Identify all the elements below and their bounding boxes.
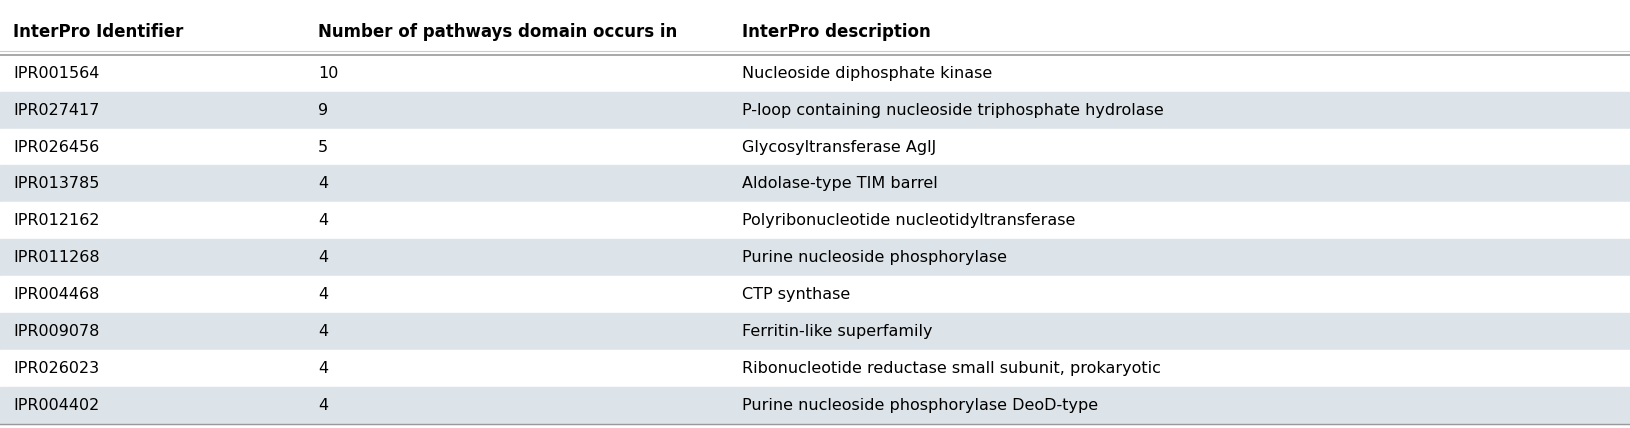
Text: Purine nucleoside phosphorylase DeoD-type: Purine nucleoside phosphorylase DeoD-typ…: [742, 398, 1097, 413]
Text: IPR001564: IPR001564: [13, 66, 99, 81]
Text: 4: 4: [318, 176, 328, 191]
Text: Aldolase-type TIM barrel: Aldolase-type TIM barrel: [742, 176, 937, 191]
Text: IPR009078: IPR009078: [13, 324, 99, 339]
Text: IPR012162: IPR012162: [13, 213, 99, 228]
Text: Purine nucleoside phosphorylase: Purine nucleoside phosphorylase: [742, 250, 1007, 265]
Text: CTP synthase: CTP synthase: [742, 287, 849, 302]
Text: 4: 4: [318, 398, 328, 413]
Text: 4: 4: [318, 213, 328, 228]
Bar: [0, 202, 1630, 239]
Bar: [0, 9, 1630, 55]
Bar: [0, 387, 1630, 424]
Text: IPR004468: IPR004468: [13, 287, 99, 302]
Text: Number of pathways domain occurs in: Number of pathways domain occurs in: [318, 23, 676, 41]
Text: Nucleoside diphosphate kinase: Nucleoside diphosphate kinase: [742, 66, 993, 81]
Text: 9: 9: [318, 103, 328, 118]
Text: 10: 10: [318, 66, 339, 81]
Bar: [0, 313, 1630, 350]
Text: Polyribonucleotide nucleotidyltransferase: Polyribonucleotide nucleotidyltransferas…: [742, 213, 1076, 228]
Text: Ferritin-like superfamily: Ferritin-like superfamily: [742, 324, 932, 339]
Text: Ribonucleotide reductase small subunit, prokaryotic: Ribonucleotide reductase small subunit, …: [742, 361, 1161, 376]
Text: 4: 4: [318, 324, 328, 339]
Text: P-loop containing nucleoside triphosphate hydrolase: P-loop containing nucleoside triphosphat…: [742, 103, 1164, 118]
Bar: [0, 276, 1630, 313]
Text: InterPro description: InterPro description: [742, 23, 931, 41]
Bar: [0, 128, 1630, 166]
Text: 4: 4: [318, 361, 328, 376]
Text: IPR027417: IPR027417: [13, 103, 99, 118]
Text: IPR013785: IPR013785: [13, 176, 99, 191]
Text: IPR011268: IPR011268: [13, 250, 99, 265]
Text: 4: 4: [318, 287, 328, 302]
Text: 5: 5: [318, 140, 328, 155]
Bar: [0, 350, 1630, 387]
Bar: [0, 239, 1630, 276]
Text: Glycosyltransferase AglJ: Glycosyltransferase AglJ: [742, 140, 936, 155]
Bar: [0, 55, 1630, 92]
Text: InterPro Identifier: InterPro Identifier: [13, 23, 184, 41]
Bar: [0, 166, 1630, 202]
Text: IPR026456: IPR026456: [13, 140, 99, 155]
Text: IPR004402: IPR004402: [13, 398, 99, 413]
Text: IPR026023: IPR026023: [13, 361, 99, 376]
Text: 4: 4: [318, 250, 328, 265]
Bar: [0, 92, 1630, 128]
